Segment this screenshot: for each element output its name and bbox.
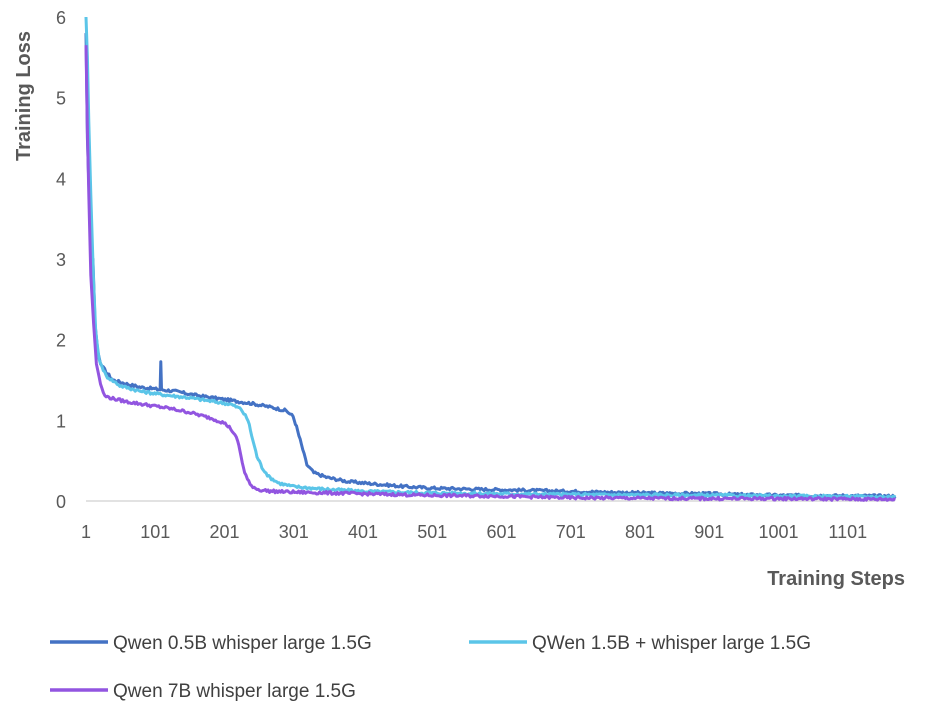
x-tick-label: 701 bbox=[556, 522, 586, 542]
y-axis-ticks: 0 1 2 3 4 5 6 bbox=[56, 8, 66, 512]
series-line-3 bbox=[84, 45, 896, 502]
y-tick-label: 4 bbox=[56, 169, 66, 189]
series-line-2 bbox=[84, 16, 897, 500]
y-tick-label: 3 bbox=[56, 250, 66, 270]
x-tick-label: 1001 bbox=[758, 522, 798, 542]
legend-label: Qwen 7B whisper large 1.5G bbox=[113, 681, 356, 702]
x-axis-title: Training Steps bbox=[767, 568, 905, 590]
x-tick-label: 1 bbox=[81, 522, 91, 542]
x-tick-label: 101 bbox=[140, 522, 170, 542]
legend: Qwen 0.5B whisper large 1.5G QWen 1.5B + … bbox=[50, 633, 811, 702]
x-tick-label: 301 bbox=[279, 522, 309, 542]
x-axis-ticks: 1 101 201 301 401 501 601 701 801 901 1001 1101 bbox=[81, 522, 867, 542]
x-tick-label: 901 bbox=[694, 522, 724, 542]
series-line-1 bbox=[84, 33, 897, 499]
y-tick-label: 2 bbox=[56, 331, 66, 351]
series-lines bbox=[84, 16, 897, 502]
x-tick-label: 1101 bbox=[828, 522, 867, 542]
legend-label: QWen 1.5B + whisper large 1.5G bbox=[532, 633, 811, 654]
legend-label: Qwen 0.5B whisper large 1.5G bbox=[113, 633, 372, 654]
y-axis-title: Training Loss bbox=[13, 31, 35, 161]
y-tick-label: 0 bbox=[56, 492, 66, 512]
y-tick-label: 1 bbox=[56, 411, 66, 431]
x-tick-label: 601 bbox=[486, 522, 516, 542]
x-tick-label: 801 bbox=[625, 522, 655, 542]
x-tick-label: 401 bbox=[348, 522, 378, 542]
x-tick-label: 201 bbox=[209, 522, 239, 542]
y-tick-label: 6 bbox=[56, 8, 66, 28]
y-tick-label: 5 bbox=[56, 89, 66, 109]
x-tick-label: 501 bbox=[417, 522, 447, 542]
